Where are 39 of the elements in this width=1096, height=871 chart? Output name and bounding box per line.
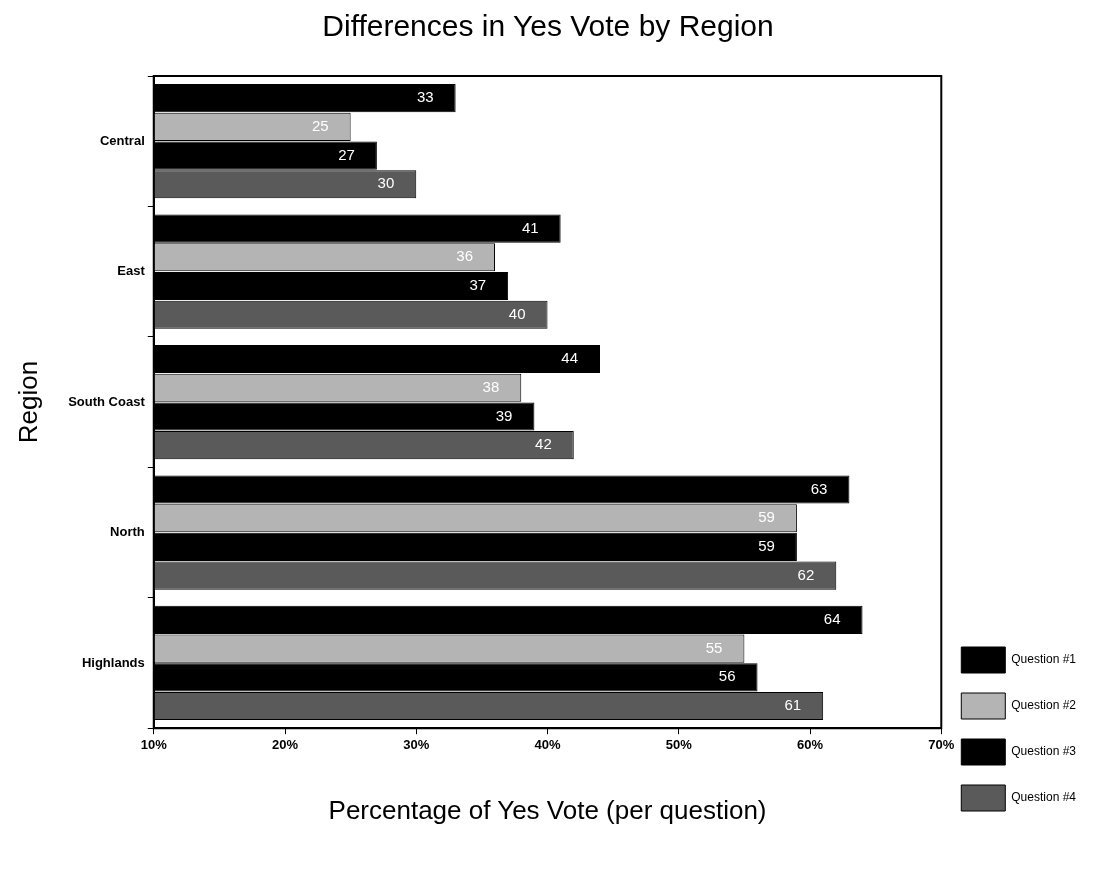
legend-label: Question #1 — [1011, 652, 1077, 667]
data-label: 39 — [495, 406, 513, 424]
data-label: 41 — [521, 218, 539, 236]
data-label: 64 — [823, 610, 841, 628]
x-tick-label: 70% — [928, 736, 955, 752]
data-label: 36 — [456, 247, 474, 265]
chart-title: Differences in Yes Vote by Region — [322, 9, 774, 43]
y-tick-label: East — [117, 263, 146, 279]
data-label: 27 — [338, 145, 355, 163]
data-label: 59 — [758, 508, 775, 526]
y-tick-label: Highlands — [81, 654, 145, 670]
data-label: 61 — [784, 696, 802, 714]
y-axis-title: Region — [12, 360, 43, 444]
data-label: 33 — [416, 88, 434, 106]
x-tick-label: 60% — [797, 736, 824, 752]
data-label: 42 — [535, 435, 552, 453]
x-tick-label: 10% — [140, 736, 168, 752]
legend-label: Question #4 — [1011, 790, 1077, 805]
y-tick-label: North — [110, 524, 145, 540]
data-label: 25 — [311, 117, 329, 135]
data-label: 59 — [758, 537, 775, 555]
x-tick-label: 40% — [534, 736, 561, 752]
data-label: 56 — [718, 667, 736, 685]
data-label: 30 — [377, 174, 395, 192]
data-label: 44 — [561, 349, 579, 367]
data-label: 63 — [810, 479, 828, 497]
y-tick-label: Central — [99, 132, 145, 148]
legend-label: Question #3 — [1011, 744, 1077, 759]
data-label: 38 — [482, 377, 500, 395]
x-tick-label: 50% — [665, 736, 693, 752]
x-axis-title: Percentage of Yes Vote (per question) — [328, 794, 767, 825]
data-label: 55 — [705, 638, 723, 656]
legend-label: Question #2 — [1011, 698, 1077, 713]
data-label: 62 — [797, 565, 815, 583]
y-tick-label: South Coast — [68, 393, 146, 409]
data-label: 37 — [469, 276, 487, 294]
x-tick-label: 30% — [403, 736, 430, 752]
x-tick-label: 20% — [271, 736, 299, 752]
data-label: 40 — [508, 304, 526, 322]
